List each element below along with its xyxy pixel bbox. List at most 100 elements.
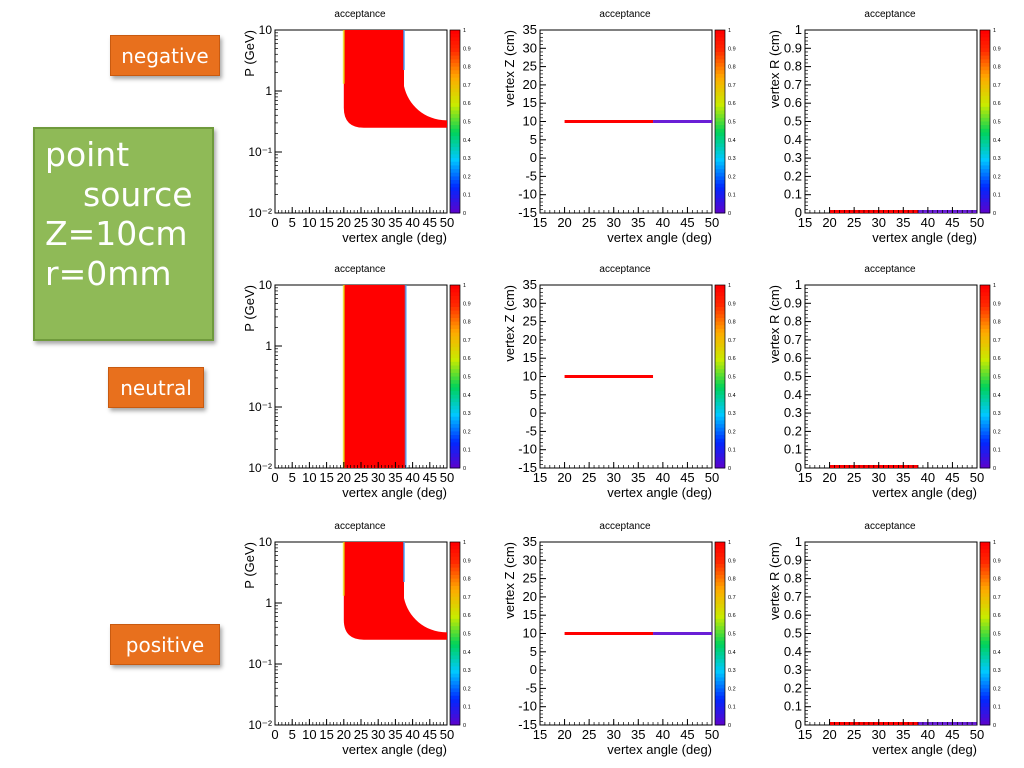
color-bar-band: [980, 372, 990, 377]
color-bar-band: [450, 398, 460, 403]
color-bar-band: [715, 622, 725, 627]
color-bar-band: [715, 695, 725, 700]
color-bar-band: [980, 446, 990, 451]
color-bar-band: [715, 545, 725, 550]
color-bar-band: [715, 571, 725, 576]
color-bar-label: 1: [728, 540, 731, 546]
x-tick-label: 40: [405, 215, 419, 230]
color-bar-band: [980, 383, 990, 388]
y-tick-label: 0.1: [784, 442, 802, 457]
color-bar-band: [715, 644, 725, 649]
color-bar-band: [715, 677, 725, 682]
color-bar-band: [980, 132, 990, 137]
x-tick-label: 15: [798, 215, 812, 230]
color-bar-label: 0.7: [993, 595, 1001, 601]
color-bar-band: [715, 205, 725, 210]
chart-positive-r: acceptance 15 20 25 30 35 40 45 50 1 0.9 0.8 0.7 0.6 0…: [767, 521, 1001, 757]
color-bar-band: [980, 585, 990, 591]
color-bar-label: 0.6: [993, 613, 1001, 619]
y-tick-label: 0.1: [784, 699, 802, 714]
color-bar-band: [715, 369, 725, 374]
color-bar-band: [450, 306, 460, 312]
color-bar-band: [450, 637, 460, 642]
color-bar-band: [980, 640, 990, 645]
x-tick-label: 30: [606, 470, 620, 485]
color-bar-label: 0.8: [993, 65, 1001, 71]
color-bar-band: [715, 125, 725, 130]
color-bar-band: [450, 380, 460, 385]
x-axis-title: vertex angle (deg): [872, 485, 977, 500]
color-bar-band: [450, 574, 460, 580]
y-tick-label: 25: [523, 571, 537, 586]
x-tick-label: 25: [582, 470, 596, 485]
color-bar-label: 0.4: [463, 650, 471, 656]
color-bar-band: [980, 427, 990, 432]
color-bar-band: [980, 317, 990, 323]
y-tick-label: 0: [795, 205, 802, 220]
x-tick-label: 30: [871, 727, 885, 742]
y-tick-label: 0.5: [784, 114, 802, 129]
color-bar-label: 0.2: [463, 686, 471, 692]
color-bar-band: [980, 95, 990, 101]
x-tick-label: 40: [921, 470, 935, 485]
color-bar-band: [980, 582, 990, 587]
color-bar-frame: [979, 541, 991, 726]
color-bar-band: [715, 442, 725, 447]
color-bar-band: [450, 446, 460, 451]
row-label-positive: positive: [110, 624, 220, 665]
color-bar-band: [715, 48, 725, 53]
y-tick-label: 20: [523, 77, 537, 92]
color-bar-band: [715, 110, 725, 115]
color-bar-label: 0.5: [728, 120, 736, 126]
color-bar-band: [980, 449, 990, 454]
color-bar-band: [980, 310, 990, 315]
color-bar-band: [980, 73, 990, 79]
color-bar-band: [715, 209, 725, 214]
color-bar-band: [980, 205, 990, 210]
y-tick-label: 35: [523, 277, 537, 292]
color-bar-band: [980, 460, 990, 465]
color-bar-frame: [714, 284, 726, 469]
color-bar-band: [980, 681, 990, 686]
color-bar-band: [715, 681, 725, 686]
color-bar-band: [450, 706, 460, 711]
y-tick-label: 0: [795, 717, 802, 732]
color-bar-band: [980, 571, 990, 576]
color-bar-label: 0.3: [728, 156, 736, 162]
color-bar-band: [715, 666, 725, 671]
color-bar-band: [715, 626, 725, 631]
color-bar-band: [980, 354, 990, 359]
color-bar-band: [715, 453, 725, 458]
color-bar-band: [980, 33, 990, 38]
color-bar-band: [450, 110, 460, 115]
color-bar-band: [450, 435, 460, 440]
color-bar-band: [715, 354, 725, 359]
y-axis-title: vertex R (cm): [767, 285, 782, 363]
x-tick-label: 25: [354, 727, 368, 742]
color-bar-band: [450, 92, 460, 97]
color-bar-label: 0.1: [993, 448, 1001, 454]
color-bar-band: [980, 578, 990, 583]
color-bar-band: [450, 325, 460, 330]
color-bar: 1 0.9 0.8 0.7 0.6 0.5 0.4 0.3 0.2 0.1 0: [979, 283, 1001, 472]
color-bar-label: 0.8: [463, 577, 471, 583]
chart-title: acceptance: [334, 264, 386, 275]
x-tick-label: 10: [302, 470, 316, 485]
color-bar-label: 0.3: [728, 411, 736, 417]
y-tick-label: 0: [530, 662, 537, 677]
color-bar: 1 0.9 0.8 0.7 0.6 0.5 0.4 0.3 0.2 0.1 0: [714, 283, 736, 472]
y-tick-label: 10⁻¹: [248, 657, 272, 671]
color-bar-band: [715, 464, 725, 469]
x-axis-title: vertex angle (deg): [607, 742, 712, 757]
color-bar-band: [450, 114, 460, 119]
color-bar-band: [450, 70, 460, 75]
color-bar-band: [450, 59, 460, 64]
color-bar-label: 0.1: [463, 193, 471, 199]
color-bar-band: [980, 110, 990, 115]
color-bar-band: [450, 424, 460, 429]
color-bar-label: 0.4: [728, 138, 736, 144]
color-bar-band: [980, 285, 990, 290]
color-bar-band: [450, 310, 460, 315]
color-bar-band: [980, 81, 990, 86]
y-tick-label: 1: [795, 22, 802, 37]
